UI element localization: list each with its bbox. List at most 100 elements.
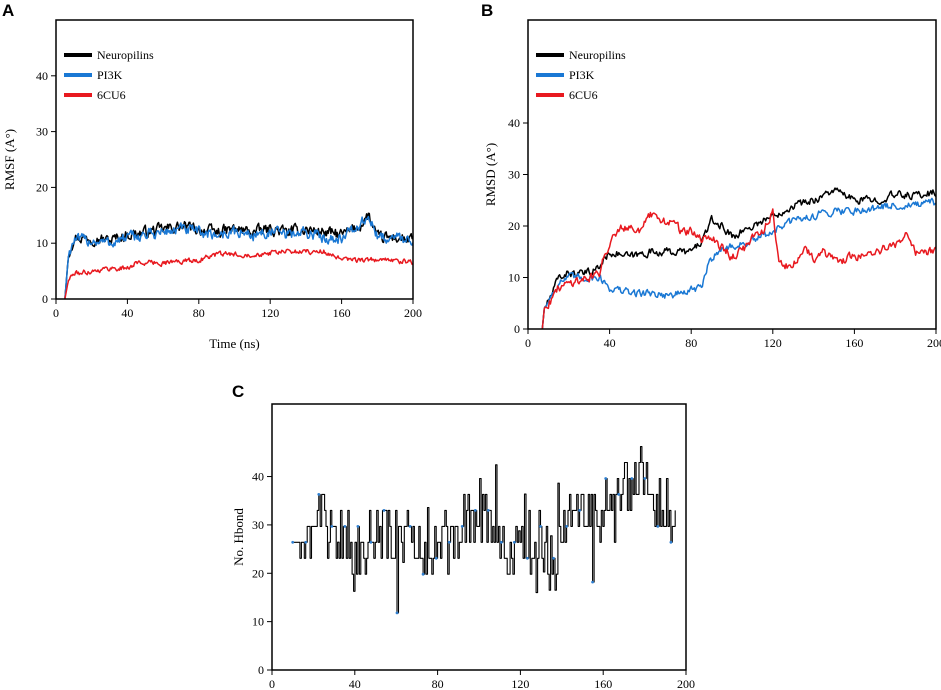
- hbond-marker: [304, 540, 308, 544]
- hbond-marker: [513, 540, 516, 544]
- x-tick-label: 160: [333, 306, 351, 320]
- hbond-marker: [434, 556, 438, 560]
- hbond-marker: [395, 611, 399, 615]
- y-axis-ticks: 0 10 20 30 40: [508, 116, 528, 336]
- series-line-hbond: [292, 446, 676, 614]
- hbond-marker: [369, 540, 373, 544]
- y-tick-label: 10: [36, 236, 48, 250]
- hbond-marker: [643, 477, 647, 480]
- panel-c-series: [291, 446, 676, 615]
- hbond-marker: [617, 493, 621, 496]
- panel-a: A 0 40 80 120 160 200 0 10 20 30 40 RMSF (A°) Time (…: [2, 1, 422, 351]
- y-tick-label: 10: [508, 271, 520, 285]
- hbond-marker: [356, 525, 360, 528]
- x-tick-label: 80: [432, 677, 444, 690]
- hbond-marker: [473, 509, 477, 512]
- x-axis-ticks: 0 40 80 120 160 200: [53, 299, 422, 320]
- y-tick-label: 40: [508, 116, 520, 130]
- plot-frame: [271, 403, 687, 671]
- hbond-marker: [604, 477, 608, 480]
- panel-b-series: [541, 187, 936, 329]
- hbond-marker: [500, 540, 503, 544]
- legend-label: 6CU6: [97, 88, 126, 102]
- x-tick-label: 0: [269, 677, 275, 690]
- x-tick-label: 120: [764, 336, 782, 350]
- hbond-marker: [539, 525, 542, 528]
- hbond-marker: [317, 493, 321, 496]
- legend-label: PI3K: [569, 68, 595, 82]
- hbond-marker: [656, 525, 660, 528]
- y-axis-ticks: 0 10 20 30 40: [36, 69, 56, 306]
- hbond-marker: [630, 477, 634, 480]
- series-line-pi3k: [541, 197, 936, 329]
- panel-letter-a: A: [2, 1, 14, 20]
- y-tick-label: 0: [514, 322, 520, 336]
- y-tick-label: 20: [252, 566, 264, 580]
- y-tick-label: 30: [36, 125, 48, 139]
- x-tick-label: 0: [53, 306, 59, 320]
- panel-letter-c: C: [232, 382, 244, 401]
- legend: Neuropilins PI3K 6CU6: [64, 48, 154, 102]
- hbond-marker: [591, 580, 594, 584]
- x-tick-label: 200: [404, 306, 422, 320]
- hbond-marker: [578, 509, 581, 512]
- series-line-neuropilins: [541, 187, 936, 329]
- hbond-marker: [552, 556, 555, 560]
- hbond-marker: [447, 540, 451, 544]
- y-axis-title: No. Hbond: [231, 508, 246, 566]
- hbond-marker: [330, 525, 334, 528]
- legend-label: Neuropilins: [97, 48, 154, 62]
- panel-letter-b: B: [481, 1, 493, 20]
- x-tick-label: 80: [193, 306, 205, 320]
- x-axis-title: Time (ns): [209, 336, 259, 351]
- x-tick-label: 120: [261, 306, 279, 320]
- plot-frame: [527, 19, 937, 330]
- legend-label: 6CU6: [569, 88, 598, 102]
- hbond-marker: [421, 572, 425, 576]
- hbond-marker: [291, 540, 295, 544]
- hbond-marker: [669, 540, 673, 544]
- x-axis-ticks: 0 40 80 120 160 200: [269, 670, 695, 690]
- y-tick-label: 40: [36, 69, 48, 83]
- hbond-marker: [565, 525, 568, 528]
- y-tick-label: 40: [252, 470, 264, 484]
- x-tick-label: 200: [677, 677, 695, 690]
- series-line-6cu6: [541, 208, 936, 329]
- y-tick-label: 0: [258, 663, 264, 677]
- panel-a-series: [64, 212, 413, 299]
- y-tick-label: 20: [36, 180, 48, 194]
- x-axis-ticks: 0 40 80 120 160 200: [525, 329, 941, 350]
- x-tick-label: 40: [604, 336, 616, 350]
- hbond-markers: [291, 477, 673, 615]
- legend-label: Neuropilins: [569, 48, 626, 62]
- hbond-marker: [526, 556, 529, 560]
- series-line-pi3k: [64, 215, 413, 299]
- y-tick-label: 30: [252, 518, 264, 532]
- x-tick-label: 200: [927, 336, 941, 350]
- x-tick-label: 40: [349, 677, 361, 690]
- y-tick-label: 10: [252, 615, 264, 629]
- x-tick-label: 120: [511, 677, 529, 690]
- y-tick-label: 0: [42, 292, 48, 306]
- plot-frame: [55, 19, 414, 300]
- x-tick-label: 80: [685, 336, 697, 350]
- y-axis-title: RMSD (A°): [483, 143, 498, 206]
- y-tick-label: 20: [508, 219, 520, 233]
- x-tick-label: 0: [525, 336, 531, 350]
- hbond-marker: [343, 525, 347, 528]
- hbond-marker: [382, 509, 386, 512]
- x-tick-label: 40: [121, 306, 133, 320]
- panel-c: C 0 40 80 120 160 200 0 10 20 30 40 No. Hbond: [231, 382, 695, 690]
- y-axis-ticks: 0 10 20 30 40: [252, 470, 272, 677]
- hbond-marker: [460, 525, 464, 528]
- panel-b: B 0 40 80 120 160 200 0 10 20 30 40 RMSD (A°) Neurop…: [481, 1, 941, 350]
- hbond-marker: [486, 509, 490, 512]
- legend: Neuropilins PI3K 6CU6: [536, 48, 626, 102]
- legend-label: PI3K: [97, 68, 123, 82]
- x-tick-label: 160: [594, 677, 612, 690]
- hbond-marker: [408, 525, 412, 528]
- x-tick-label: 160: [845, 336, 863, 350]
- y-tick-label: 30: [508, 168, 520, 182]
- y-axis-title: RMSF (A°): [2, 129, 17, 190]
